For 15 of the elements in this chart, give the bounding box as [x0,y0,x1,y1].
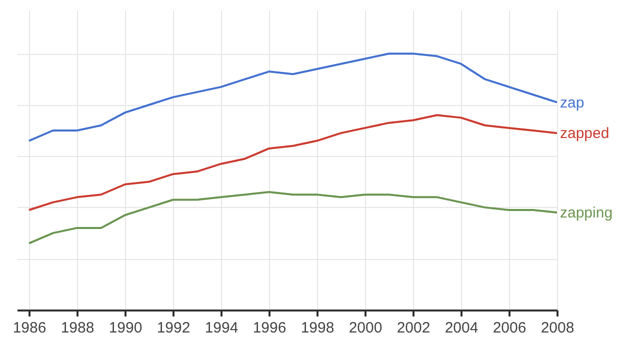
series-label: zapping [560,204,613,222]
x-tick-label: 2008 [540,320,574,336]
x-tick-label: 1986 [12,320,46,336]
series-label: zapped [560,125,610,142]
x-tick-label: 1990 [108,320,142,336]
x-tick-label: 1992 [156,320,190,336]
x-tick-label: 2004 [444,320,478,336]
series-label: zap [560,94,584,112]
x-tick-label: 1996 [252,320,286,336]
x-tick-label: 2000 [348,320,382,336]
x-tick-label: 1998 [300,320,334,336]
x-tick-label: 2002 [396,320,430,336]
x-tick-label: 2006 [492,320,526,336]
x-tick-label: 1988 [60,320,94,336]
x-tick-label: 1994 [204,320,238,336]
